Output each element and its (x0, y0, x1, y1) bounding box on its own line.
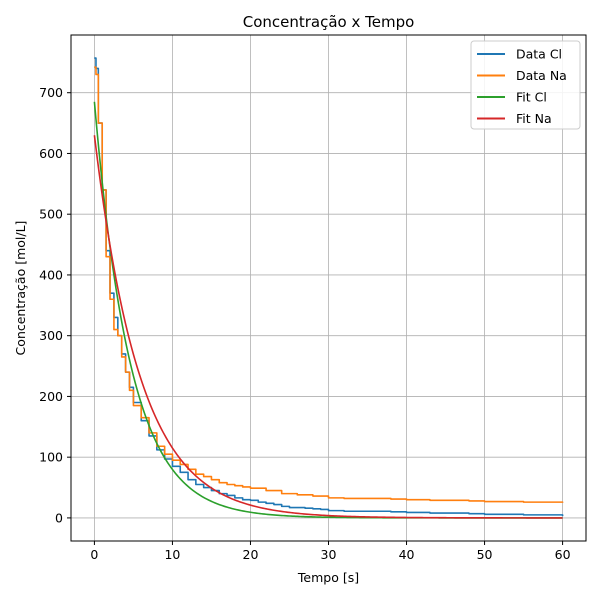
x-tick-label: 30 (321, 547, 337, 562)
series-layer (93, 57, 564, 519)
y-tick-label: 500 (39, 207, 63, 222)
legend-label-data-na: Data Na (516, 68, 567, 83)
legend-label-data-cl: Data Cl (516, 47, 562, 62)
legend-label-fit-cl: Fit Cl (516, 90, 547, 105)
y-axis-label: Concentração [mol/L] (13, 221, 28, 356)
y-tick-label: 400 (39, 267, 63, 282)
legend-label-fit-na: Fit Na (516, 111, 552, 126)
y-tick-label: 700 (39, 85, 63, 100)
legend: Data Cl Data Na Fit Cl Fit Na (470, 40, 581, 130)
y-tick-label: 200 (39, 389, 63, 404)
y-tick-label: 0 (55, 510, 63, 525)
y-tick-label: 600 (39, 146, 63, 161)
grid (71, 35, 586, 541)
series-line-data-na (94, 66, 564, 503)
x-tick-label: 60 (555, 547, 571, 562)
y-tick-label: 300 (39, 328, 63, 343)
x-axis-label: Tempo [s] (297, 570, 359, 585)
y-tick-label: 100 (39, 450, 63, 465)
x-tick-label: 40 (399, 547, 415, 562)
chart-title: Concentração x Tempo (243, 13, 415, 31)
x-tick-label: 0 (90, 547, 98, 562)
x-tick-label: 10 (164, 547, 180, 562)
series-line-fit-na (93, 135, 563, 519)
legend-box (470, 40, 581, 130)
x-tick-label: 50 (477, 547, 493, 562)
x-tick-label: 20 (243, 547, 259, 562)
